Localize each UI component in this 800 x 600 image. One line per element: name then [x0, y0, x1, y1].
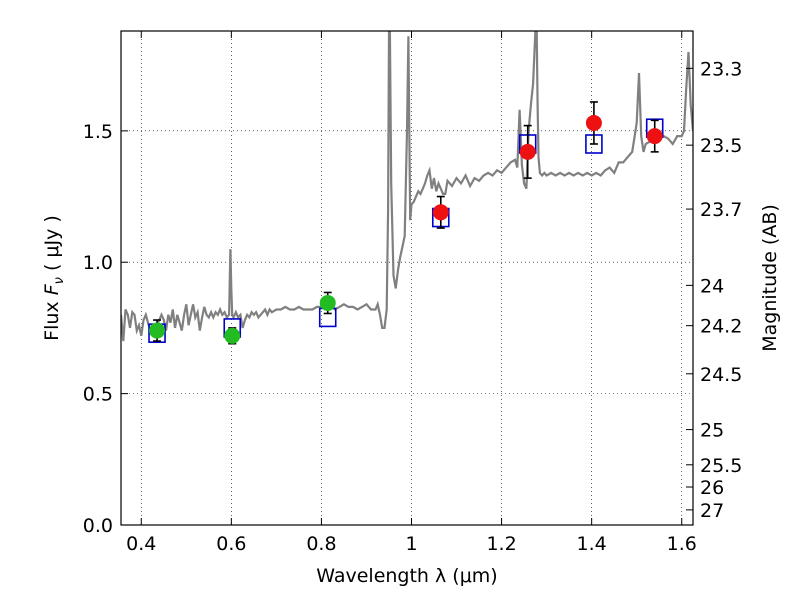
nir-point — [585, 114, 602, 131]
model-spectrum-line — [121, 31, 693, 342]
y-axis-label: Flux Fν ( μJy ) — [41, 215, 67, 341]
nir-point — [432, 204, 449, 221]
nir-point — [519, 143, 536, 160]
optical-point — [224, 327, 241, 344]
plot-frame — [120, 30, 694, 526]
mag-tick-label: 25 — [700, 420, 724, 442]
y-axis-label-subscript: ν — [52, 277, 67, 284]
mag-tick-label: 24 — [700, 275, 724, 297]
optical-point — [149, 322, 166, 339]
model-spectrum-layer — [121, 31, 693, 342]
mag-tick-label: 23.7 — [700, 199, 742, 221]
observed-points-layer — [149, 101, 663, 345]
x-tick-label: 0.8 — [306, 533, 336, 555]
nir-point — [646, 128, 663, 145]
x-tick-label: 1 — [405, 533, 417, 555]
mag-tick-label: 25.5 — [700, 455, 742, 477]
y-tick-label: 0.5 — [83, 384, 113, 406]
x-tick-label: 0.4 — [126, 533, 156, 555]
y-tick-label: 1.0 — [83, 252, 113, 274]
mag-tick-label: 24.2 — [700, 316, 742, 338]
x-tick-label: 1.6 — [667, 533, 697, 555]
ticks-layer: 0.4 0.6 0.8 1 1.2 1.4 1.6 0.0 0.5 1.0 1.5 23.3 23.5 2… — [83, 31, 742, 555]
y-tick-label: 1.5 — [83, 121, 113, 143]
x-axis-label: Wavelength λ (μm) — [316, 565, 497, 587]
y-tick-label: 0.0 — [83, 515, 113, 537]
mag-tick-label: 23.5 — [700, 135, 742, 157]
mag-tick-label: 24.5 — [700, 364, 742, 386]
optical-point — [319, 294, 336, 311]
x-tick-label: 1.4 — [577, 533, 607, 555]
y2-axis-label: Magnitude (AB) — [759, 204, 781, 352]
mag-tick-label: 27 — [700, 500, 724, 522]
x-tick-label: 0.6 — [216, 533, 246, 555]
y-axis-label-prefix: Flux — [41, 295, 63, 341]
y-axis-label-suffix: ( μJy ) — [41, 215, 63, 277]
mag-tick-label: 23.3 — [700, 58, 742, 80]
y-axis-label-symbol: F — [41, 283, 63, 295]
x-tick-label: 1.2 — [486, 533, 516, 555]
mag-tick-label: 26 — [700, 477, 724, 499]
